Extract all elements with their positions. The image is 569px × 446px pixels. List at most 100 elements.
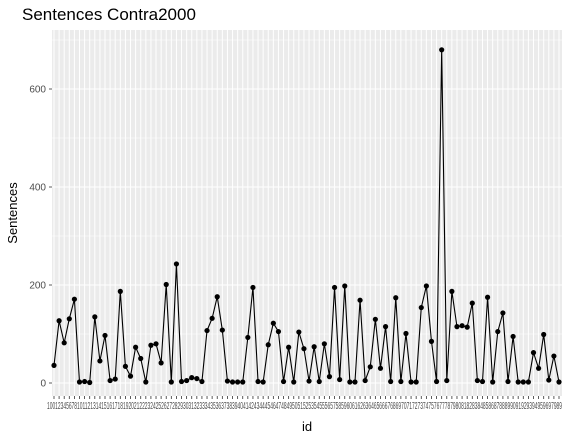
data-point — [382, 324, 389, 330]
plot-panel — [52, 30, 562, 396]
data-point — [138, 355, 144, 362]
data-point — [398, 378, 404, 385]
data-point — [178, 378, 185, 385]
data-point — [479, 378, 486, 385]
data-point — [541, 331, 547, 338]
data-point — [331, 284, 338, 291]
data-point — [240, 379, 246, 385]
data-point — [326, 374, 333, 380]
data-point — [71, 296, 78, 302]
data-point — [474, 377, 480, 384]
data-point — [546, 377, 552, 383]
data-point — [413, 379, 419, 385]
data-point — [56, 318, 62, 324]
data-point — [148, 342, 154, 348]
data-point — [275, 328, 282, 335]
data-point — [107, 377, 113, 384]
data-point — [143, 379, 149, 385]
y-tick-label: 0 — [40, 379, 46, 390]
y-tick-label: 400 — [29, 183, 46, 194]
data-point — [515, 379, 521, 385]
data-point — [388, 378, 394, 385]
data-point — [352, 379, 358, 385]
data-point — [209, 315, 215, 321]
data-point — [316, 378, 322, 385]
data-point — [469, 300, 475, 306]
data-point — [500, 310, 506, 316]
data-point — [311, 344, 317, 350]
data-point — [551, 353, 557, 359]
data-point — [66, 316, 72, 322]
series-line — [53, 49, 560, 384]
data-point — [219, 327, 225, 333]
data-point — [260, 379, 266, 385]
data-point — [510, 333, 516, 340]
data-point — [214, 294, 220, 300]
data-point — [403, 330, 409, 337]
data-point — [189, 375, 195, 381]
data-point — [122, 363, 129, 369]
data-point — [245, 334, 251, 341]
data-point — [199, 378, 205, 385]
data-point — [449, 288, 455, 294]
y-tick-label: 200 — [29, 281, 46, 292]
data-point — [102, 332, 108, 339]
data-point — [92, 314, 98, 320]
y-axis: 0 200 400 600 — [29, 85, 52, 390]
data-point — [490, 379, 496, 385]
data-point — [418, 304, 424, 311]
data-point — [459, 323, 465, 329]
data-point — [301, 346, 307, 352]
data-point — [505, 378, 511, 385]
data-point — [484, 294, 491, 300]
data-point — [296, 329, 302, 335]
data-point — [194, 375, 200, 382]
data-point — [184, 377, 190, 384]
data-point — [163, 281, 169, 288]
data-point — [535, 365, 542, 371]
data-point — [61, 340, 67, 346]
data-point — [117, 288, 123, 294]
data-point — [270, 320, 276, 326]
data-point — [428, 338, 435, 344]
data-point — [229, 379, 236, 385]
data-point — [255, 378, 261, 385]
data-point — [433, 378, 440, 385]
x-axis: 1001234567810112131415161718192021222324… — [47, 396, 562, 412]
data-point — [367, 364, 373, 370]
data-point — [158, 360, 164, 366]
data-point — [250, 284, 256, 291]
data-point — [444, 377, 450, 384]
data-point — [357, 297, 363, 303]
data-point — [97, 358, 103, 364]
data-point — [87, 379, 93, 386]
data-point — [520, 379, 526, 385]
data-point — [464, 324, 470, 330]
data-point — [235, 379, 241, 385]
data-point — [347, 379, 353, 385]
data-point — [372, 316, 378, 322]
data-point — [291, 379, 297, 385]
data-point — [280, 378, 287, 385]
data-point — [362, 377, 368, 384]
data-point — [286, 344, 292, 350]
data-point — [306, 378, 312, 384]
data-point — [321, 341, 327, 347]
data-point — [423, 283, 429, 289]
data-point — [439, 47, 445, 53]
data-point — [408, 379, 414, 385]
data-point — [82, 378, 88, 385]
data-point — [153, 341, 159, 347]
series-points — [51, 47, 562, 386]
y-axis-label: Sentences — [5, 182, 20, 244]
y-tick-label: 600 — [29, 85, 46, 96]
data-point — [168, 379, 174, 385]
data-point — [204, 327, 210, 334]
data-point — [224, 378, 231, 384]
data-point — [530, 350, 537, 356]
x-tick-labels: 1001234567810112131415161718192021222324… — [47, 401, 562, 412]
data-point — [525, 379, 531, 385]
data-point — [393, 295, 399, 301]
